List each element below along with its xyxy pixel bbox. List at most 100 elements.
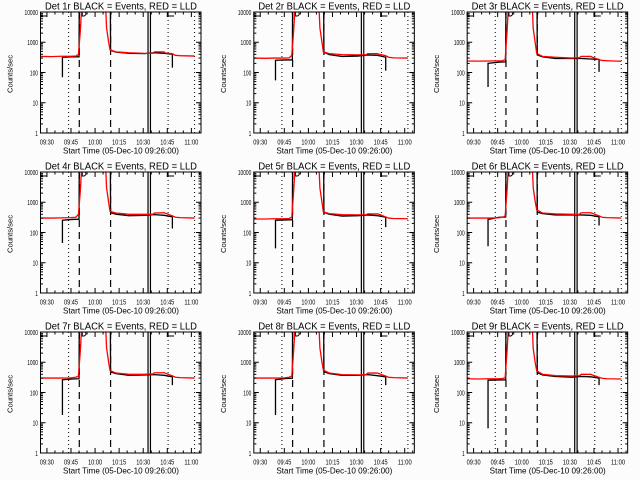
panel-det-2r: 1 10 100 1000 10000 09:30 09:45 10:00 10:15 10:30… (219, 2, 415, 156)
x-tick-label: 09:30 (40, 298, 54, 307)
y-axis-title: Counts/sec (219, 55, 228, 93)
series-group (253, 172, 408, 249)
x-tick-label: 10:00 (515, 458, 529, 467)
x-axis-title: Start Time (05-Dec-10 09:26:00) (490, 146, 606, 156)
series-line-events (487, 332, 600, 429)
x-tick-label: 09:30 (253, 458, 267, 467)
y-tick-label: 100 (243, 68, 251, 77)
x-axis-title: Start Time (05-Dec-10 09:26:00) (490, 466, 606, 476)
x-tick-label: 10:45 (160, 298, 174, 307)
x-tick-label: 10:15 (325, 298, 339, 307)
x-tick-label: 10:00 (515, 298, 529, 307)
top-marker-bracket (594, 172, 601, 177)
plot-frame (40, 331, 202, 454)
x-tick-label: 10:45 (587, 298, 601, 307)
y-tick-label: 10 (246, 99, 251, 108)
series-line-events (61, 332, 174, 416)
series-group (253, 332, 408, 416)
x-tick-label: 10:15 (112, 138, 126, 147)
y-tick-label: 100 (243, 228, 251, 237)
x-tick-label: 10:30 (563, 458, 577, 467)
series-line-lld (253, 332, 408, 379)
x-tick-label: 11:00 (398, 458, 412, 467)
y-axis-title: Counts/sec (6, 375, 15, 413)
y-tick-label: 1000 (27, 358, 38, 367)
x-tick-label: 10:00 (301, 298, 315, 307)
top-marker-bracket (40, 12, 47, 17)
x-tick-label: 10:45 (160, 138, 174, 147)
x-tick-label: 10:45 (160, 458, 174, 467)
y-tick-label: 10000 (451, 8, 465, 17)
x-tick-label: 11:00 (398, 298, 412, 307)
top-marker-loop (295, 12, 300, 17)
plot-frame (253, 11, 415, 134)
series-group (40, 172, 195, 243)
plot-frame (466, 331, 629, 454)
y-axis-title: Counts/sec (432, 55, 441, 93)
y-tick-label: 1000 (241, 38, 252, 47)
panel-title: Det 7r BLACK = Events, RED = LLD (45, 322, 197, 333)
x-tick-label: 11:00 (398, 138, 412, 147)
series-group (253, 12, 408, 81)
plot-frame (466, 171, 629, 294)
top-marker-bracket (167, 172, 175, 177)
x-axis-title: Start Time (05-Dec-10 09:26:00) (63, 306, 179, 316)
y-tick-label: 10 (459, 259, 464, 268)
x-tick-label: 10:45 (587, 138, 601, 147)
y-tick-label: 1 (35, 449, 38, 458)
x-tick-label: 10:00 (515, 138, 529, 147)
plot-frame (253, 331, 415, 454)
panel-det-9r: 1 10 100 1000 10000 09:30 09:45 10:00 10:15 10:30… (432, 322, 629, 476)
series-group (40, 12, 195, 78)
x-tick-label: 11:00 (611, 138, 625, 147)
y-tick-label: 100 (30, 228, 38, 237)
series-group (467, 332, 622, 429)
panel-det-3r: 1 10 100 1000 10000 09:30 09:45 10:00 10:15 10:30… (432, 2, 629, 156)
panel-det-7r: 1 10 100 1000 10000 09:30 09:45 10:00 10:15 10:30… (6, 322, 202, 476)
x-tick-label: 10:15 (539, 298, 553, 307)
y-axis-title: Counts/sec (6, 215, 15, 253)
series-line-events (274, 332, 387, 416)
x-axis-title: Start Time (05-Dec-10 09:26:00) (276, 146, 392, 156)
x-tick-label: 09:30 (40, 458, 54, 467)
panel-title: Det 9r BLACK = Events, RED = LLD (472, 322, 624, 333)
y-tick-label: 100 (457, 228, 465, 237)
x-tick-label: 10:00 (301, 458, 315, 467)
x-tick-label: 10:15 (112, 298, 126, 307)
top-marker-bracket (466, 12, 474, 17)
y-tick-label: 100 (30, 68, 38, 77)
x-tick-label: 09:45 (64, 138, 78, 147)
x-tick-label: 09:45 (277, 138, 291, 147)
x-axis-title: Start Time (05-Dec-10 09:26:00) (63, 146, 179, 156)
x-tick-label: 09:45 (64, 458, 78, 467)
series-line-lld (253, 12, 408, 59)
y-tick-label: 10 (459, 419, 464, 428)
top-marker-bracket (466, 172, 474, 177)
y-axis-title: Counts/sec (432, 375, 441, 413)
x-axis-title: Start Time (05-Dec-10 09:26:00) (276, 306, 392, 316)
panel-det-5r: 1 10 100 1000 10000 09:30 09:45 10:00 10:15 10:30… (219, 162, 415, 316)
y-tick-label: 1 (249, 449, 252, 458)
y-tick-label: 1 (462, 289, 465, 298)
panel-title: Det 4r BLACK = Events, RED = LLD (45, 162, 197, 173)
panel-det-1r: 1 10 100 1000 10000 09:30 09:45 10:00 10:15 10:30… (6, 2, 202, 156)
x-axis-title: Start Time (05-Dec-10 09:26:00) (63, 466, 179, 476)
x-tick-label: 10:00 (88, 138, 102, 147)
x-tick-label: 10:30 (350, 458, 364, 467)
top-marker-bracket (380, 332, 388, 337)
y-tick-label: 1000 (454, 198, 465, 207)
top-marker-loop (508, 172, 514, 177)
x-tick-label: 10:15 (325, 138, 339, 147)
y-tick-label: 1000 (454, 358, 465, 367)
series-line-lld (40, 12, 195, 58)
series-line-lld (467, 12, 622, 62)
y-axis-title: Counts/sec (6, 55, 15, 93)
y-tick-label: 1000 (241, 358, 252, 367)
x-tick-label: 10:30 (350, 138, 364, 147)
y-tick-label: 1000 (27, 198, 38, 207)
y-tick-label: 10 (33, 99, 38, 108)
y-tick-label: 1 (35, 289, 38, 298)
y-axis-title: Counts/sec (219, 375, 228, 413)
top-marker-loop (295, 332, 300, 337)
panel-det-6r: 1 10 100 1000 10000 09:30 09:45 10:00 10:15 10:30… (432, 162, 629, 316)
